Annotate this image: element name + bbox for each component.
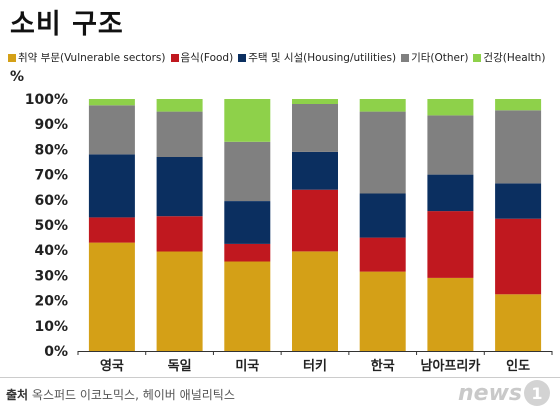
x-tick-label: 미국	[235, 358, 259, 374]
bar-segment	[359, 111, 406, 194]
y-tick-label: 100%	[25, 92, 68, 108]
y-tick-label: 60%	[34, 193, 68, 209]
bar-segment	[88, 217, 135, 243]
bar-segment	[427, 277, 474, 351]
legend-swatch	[401, 53, 410, 62]
bar-segment	[427, 115, 474, 175]
y-tick-label: 40%	[34, 243, 68, 259]
bar-segment	[88, 105, 135, 155]
bar-segment	[156, 99, 203, 112]
legend: 취약 부문(Vulnerable sectors) 음식(Food) 주택 및 시설…	[8, 50, 550, 65]
bar-segment	[88, 99, 135, 106]
x-tick-label: 인도	[506, 358, 530, 374]
bar-segment	[156, 111, 203, 157]
y-tick-label: 0%	[44, 344, 68, 360]
y-tick-label: 20%	[34, 294, 68, 310]
bar-segment	[427, 99, 474, 116]
legend-item: 음식(Food)	[170, 50, 234, 65]
bar-segment	[156, 157, 203, 217]
bar-segment	[292, 104, 338, 152]
x-tick-label: 영국	[100, 359, 124, 374]
x-tick-label: 독일	[168, 359, 192, 374]
legend-item: 기타(Other)	[401, 50, 468, 65]
legend-swatch	[8, 53, 16, 62]
logo-mark-icon: 1	[524, 380, 550, 406]
news1-logo: news 1	[458, 380, 550, 406]
legend-label: 음식(Food)	[180, 52, 234, 64]
source-text: 옥스퍼드 이코노믹스, 헤이버 애널리틱스	[31, 388, 235, 402]
legend-label: 기타(Other)	[411, 52, 469, 64]
y-tick-label: 70%	[34, 168, 68, 184]
bar-segment	[224, 261, 271, 351]
legend-item: 취약 부문(Vulnerable sectors)	[8, 50, 166, 65]
stacked-bar-chart: 0% 10% 20% 30% 40% 50% 60% 70% 80% 90% 100% 영국 독일 미국 터…	[25, 92, 553, 374]
bar-segment	[292, 189, 338, 252]
bar-segment	[495, 218, 542, 295]
legend-swatch	[238, 53, 247, 62]
chart-title: 소비 구조	[10, 9, 124, 40]
bar-segment	[495, 99, 542, 111]
legend-label: 주택 및 시설(Housing/utilities)	[248, 52, 397, 64]
bar-segment	[427, 174, 474, 212]
legend-swatch	[473, 53, 482, 62]
bar-segment	[427, 211, 474, 278]
source-label: 출처	[6, 388, 29, 402]
y-unit-label: %	[10, 69, 25, 85]
bar-segment	[495, 294, 542, 351]
bar-segment	[156, 251, 203, 351]
bar-segment	[495, 110, 542, 184]
bar-segment	[359, 99, 406, 112]
y-tick-label: 80%	[34, 142, 68, 158]
footer-divider	[0, 377, 560, 378]
x-tick-label: 남아프리카	[420, 358, 480, 374]
bar-segment	[224, 99, 271, 142]
bar-segment	[359, 237, 406, 272]
bar-segment	[156, 216, 203, 252]
bar-segment	[88, 154, 135, 218]
y-tick-label: 10%	[34, 319, 68, 335]
bar-segment	[224, 141, 271, 201]
legend-label: 취약 부문(Vulnerable sectors)	[18, 52, 166, 64]
bar-segment	[359, 271, 406, 351]
bar-segment	[359, 193, 406, 238]
bar-segment	[292, 151, 338, 190]
x-tick-label: 한국	[371, 358, 395, 374]
y-tick-label: 50%	[34, 218, 68, 234]
source-note: 출처 옥스퍼드 이코노믹스, 헤이버 애널리틱스	[6, 386, 235, 403]
bar-segment	[224, 243, 271, 262]
legend-label: 건강(Health)	[483, 52, 546, 64]
bar-segment	[224, 201, 271, 244]
y-tick-label: 90%	[34, 117, 68, 133]
bar-segment	[292, 251, 338, 351]
legend-item: 건강(Health)	[473, 50, 545, 65]
bar-segment	[292, 99, 338, 104]
bar-segment	[495, 183, 542, 219]
legend-item: 주택 및 시설(Housing/utilities)	[238, 50, 396, 65]
logo-text: news	[457, 380, 522, 406]
x-tick-label: 터키	[303, 358, 327, 374]
legend-swatch	[170, 53, 179, 62]
bar-segment	[88, 242, 135, 351]
y-tick-label: 30%	[34, 268, 68, 284]
